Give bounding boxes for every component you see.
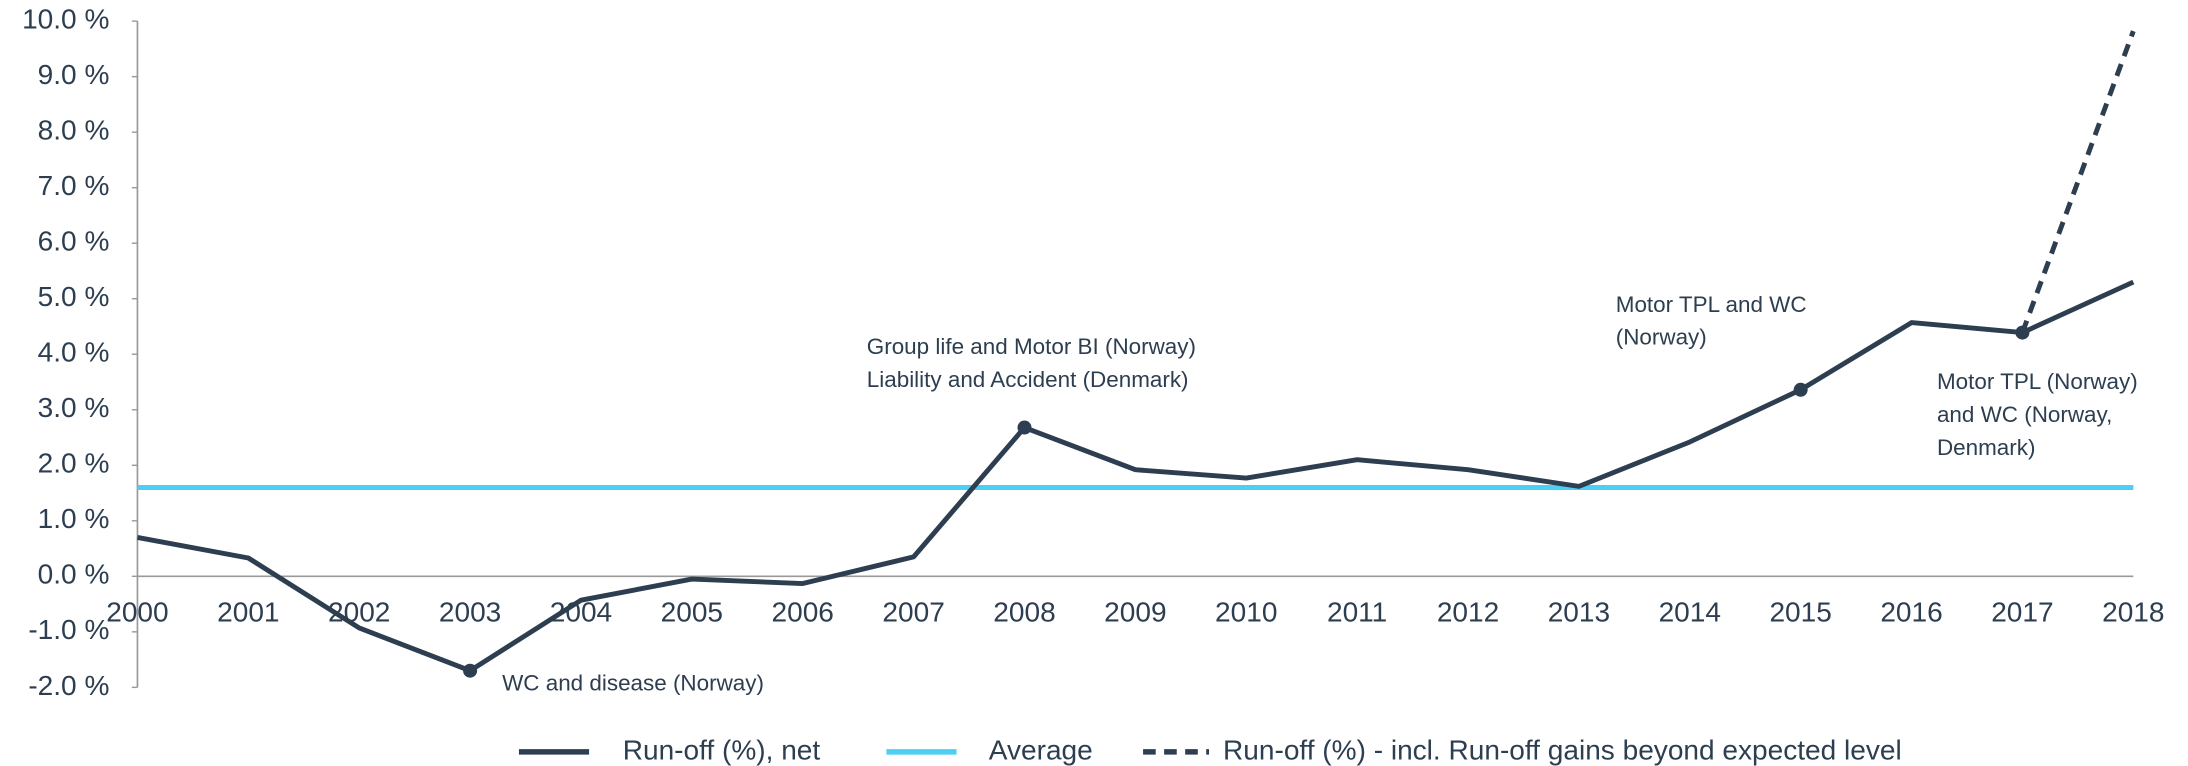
annotation: and WC (Norway, <box>1937 402 2112 427</box>
annotation: Motor TPL (Norway) <box>1937 369 2138 394</box>
y-tick-label: 8.0 % <box>38 115 110 146</box>
y-tick-label: -2.0 % <box>28 670 109 701</box>
y-tick-label: 3.0 % <box>38 392 110 423</box>
annotation: WC and disease (Norway) <box>502 670 764 695</box>
x-tick-label: 2000 <box>106 597 168 628</box>
x-tick-label: 2016 <box>1880 597 1942 628</box>
annotation: (Norway) <box>1616 325 1707 350</box>
point-marker <box>1017 420 1032 435</box>
y-tick-label: 4.0 % <box>38 337 110 368</box>
x-tick-label: 2007 <box>882 597 944 628</box>
x-tick-label: 2005 <box>661 597 723 628</box>
y-tick-label: 1.0 % <box>38 503 110 534</box>
point-marker <box>1793 382 1808 397</box>
y-tick-label: 0.0 % <box>38 559 110 590</box>
legend-label: Run-off (%) - incl. Run-off gains beyond… <box>1223 734 1902 765</box>
annotation: Group life and Motor BI (Norway) <box>867 334 1196 359</box>
y-tick-label: 7.0 % <box>38 170 110 201</box>
x-tick-label: 2003 <box>439 597 501 628</box>
x-tick-label: 2014 <box>1659 597 1721 628</box>
legend-label: Run-off (%), net <box>623 734 821 765</box>
x-tick-label: 2010 <box>1215 597 1277 628</box>
legend-label: Average <box>989 734 1093 765</box>
x-tick-label: 2008 <box>993 597 1055 628</box>
annotation: Liability and Accident (Denmark) <box>867 367 1189 392</box>
x-tick-label: 2015 <box>1769 597 1831 628</box>
x-tick-label: 2018 <box>2102 597 2164 628</box>
y-tick-label: 10.0 % <box>22 4 109 35</box>
y-tick-label: 6.0 % <box>38 226 110 257</box>
point-marker <box>463 663 478 678</box>
y-tick-label: -1.0 % <box>28 614 109 645</box>
x-tick-label: 2017 <box>1991 597 2053 628</box>
x-tick-label: 2013 <box>1548 597 1610 628</box>
y-tick-label: 9.0 % <box>38 59 110 90</box>
x-tick-label: 2012 <box>1437 597 1499 628</box>
annotation: Denmark) <box>1937 435 2036 460</box>
y-tick-label: 5.0 % <box>38 281 110 312</box>
annotation: Motor TPL and WC <box>1616 292 1807 317</box>
x-tick-label: 2011 <box>1327 597 1387 628</box>
x-tick-label: 2006 <box>772 597 834 628</box>
x-tick-label: 2001 <box>217 597 279 628</box>
y-tick-label: 2.0 % <box>38 448 110 479</box>
line-series <box>2020 30 2136 334</box>
x-tick-label: 2009 <box>1104 597 1166 628</box>
